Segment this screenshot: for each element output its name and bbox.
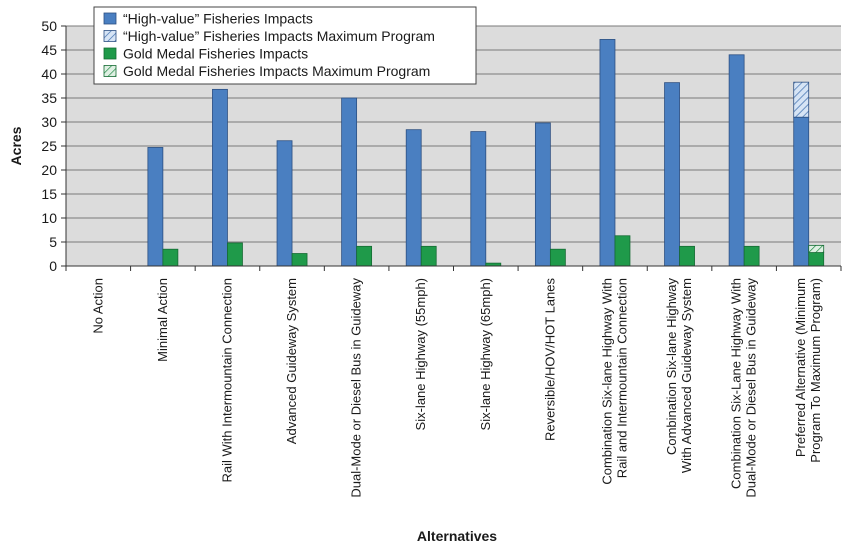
bar-high-value <box>728 54 745 267</box>
bar-gold-medal <box>549 248 566 267</box>
bar-high-value-max-program <box>793 81 810 118</box>
y-tick-label: 15 <box>41 186 57 202</box>
bar-high-value <box>276 140 293 267</box>
x-axis-ticks: No Action Minimal Action Rail With Intermo… <box>65 266 842 498</box>
legend-label: “High-value” Fisheries Impacts Maximum P… <box>123 28 435 44</box>
bar-high-value <box>147 147 164 267</box>
bar-gold-medal <box>356 245 373 267</box>
y-axis-label: Acres <box>8 126 24 165</box>
y-tick-label: 30 <box>41 114 57 130</box>
x-tick-label: Minimal Action <box>155 278 170 362</box>
x-tick-label: Combination Six-lane Highway WithRail an… <box>599 278 629 485</box>
x-tick-label: Combination Six-Lane Highway WithDual-Mo… <box>729 278 759 498</box>
legend-label: Gold Medal Fisheries Impacts Maximum Pro… <box>123 63 430 79</box>
bar-high-value <box>405 129 422 267</box>
y-tick-label: 45 <box>41 42 57 58</box>
bar-gold-medal <box>227 242 243 267</box>
x-tick-label: Dual-Mode or Diesel Bus in Guideway <box>349 278 364 498</box>
bar-high-value <box>793 116 810 267</box>
y-tick-label: 10 <box>41 210 57 226</box>
bar-high-value <box>341 97 358 267</box>
bar-gold-medal <box>162 248 179 267</box>
x-tick-label: Six-lane Highway (65mph) <box>478 278 493 430</box>
y-tick-label: 5 <box>49 234 57 250</box>
y-tick-label: 35 <box>41 90 57 106</box>
legend-swatch <box>103 12 117 25</box>
legend-swatch <box>103 65 117 77</box>
bar-gold-medal <box>808 252 825 267</box>
bar-high-value <box>599 39 616 267</box>
x-tick-label: Reversible/HOV/HOT Lanes <box>542 278 557 442</box>
y-axis-ticks: 0 5 10 15 20 25 30 35 40 45 50 <box>41 18 66 274</box>
legend-box <box>93 6 477 85</box>
bar-gold-medal <box>420 245 437 267</box>
x-tick-label: Rail With Intermountain Connection <box>219 278 234 483</box>
x-tick-label: Preferred Alternative (MinimumProgram To… <box>793 278 823 463</box>
legend-label: “High-value” Fisheries Impacts <box>123 11 313 27</box>
y-tick-label: 20 <box>41 162 57 178</box>
bar-high-value <box>212 88 228 267</box>
bar-gold-medal <box>679 245 695 267</box>
legend-label: Gold Medal Fisheries Impacts <box>123 46 308 62</box>
y-tick-label: 25 <box>41 138 57 154</box>
legend: “High-value” Fisheries Impacts“High-valu… <box>93 6 477 85</box>
bar-gold-medal <box>291 253 308 267</box>
x-tick-label: Combination Six-lane HighwayWith Advance… <box>664 278 694 474</box>
legend-swatch <box>103 47 117 60</box>
x-tick-label: Six-lane Highway (55mph) <box>413 278 428 430</box>
bar-gold-medal-max-program <box>808 244 825 253</box>
x-tick-label: Advanced Guideway System <box>284 278 299 444</box>
bar-high-value <box>664 82 680 267</box>
bar-gold-medal <box>743 245 760 267</box>
y-tick-label: 0 <box>49 258 57 274</box>
y-tick-label: 40 <box>41 66 57 82</box>
bar-high-value <box>470 131 487 267</box>
y-tick-label: 50 <box>41 18 57 34</box>
x-axis-label: Alternatives <box>417 528 497 544</box>
bar-gold-medal <box>614 235 631 267</box>
legend-swatch <box>103 30 117 42</box>
x-tick-label: No Action <box>90 278 105 334</box>
bar-high-value <box>534 122 551 267</box>
